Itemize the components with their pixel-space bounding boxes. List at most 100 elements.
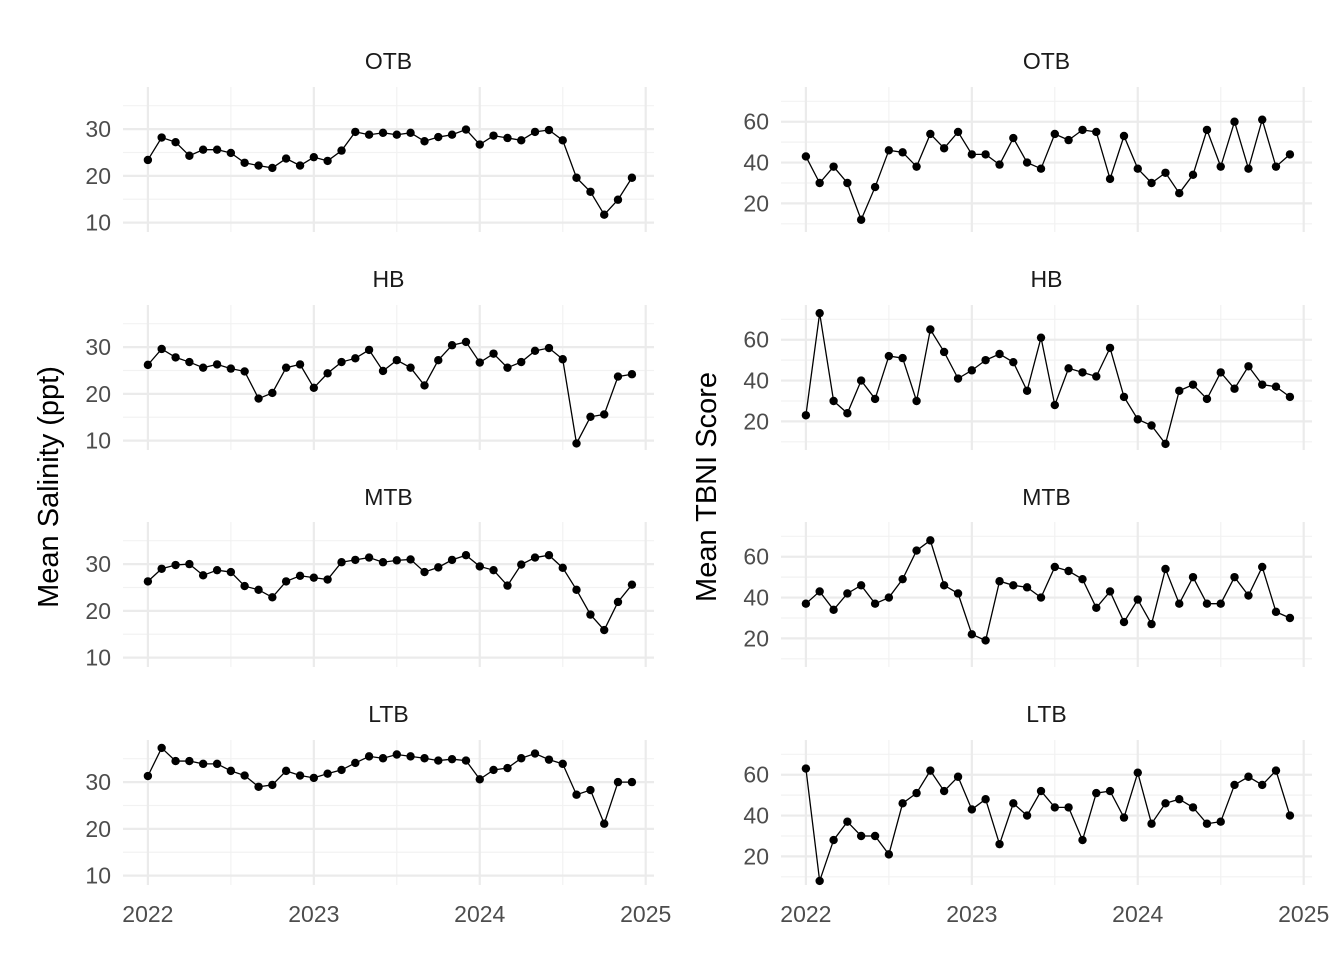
- data-point: [801, 152, 811, 161]
- data-point: [1188, 170, 1198, 180]
- data-point: [627, 580, 637, 589]
- data-point: [586, 785, 595, 795]
- data-point: [912, 162, 921, 171]
- y-tick-label: 20: [85, 163, 111, 189]
- data-point: [226, 766, 236, 776]
- data-point: [1064, 566, 1073, 576]
- data-point: [434, 563, 443, 572]
- data-point: [461, 337, 471, 347]
- data-point: [967, 150, 977, 159]
- data-point: [884, 351, 894, 361]
- data-point: [926, 129, 935, 139]
- data-point: [1092, 372, 1101, 381]
- data-point: [364, 553, 374, 562]
- data-point: [627, 370, 637, 379]
- data-point: [295, 771, 305, 780]
- data-point: [143, 155, 153, 165]
- data-point: [489, 765, 498, 775]
- data-point: [627, 777, 637, 787]
- data-point: [600, 625, 609, 635]
- data-point: [898, 353, 907, 363]
- data-point: [420, 567, 429, 577]
- data-point: [157, 344, 166, 354]
- facet-panel-salinity-ltb: 10 20 30 LTB: [85, 701, 654, 889]
- facet-panels: 10 20 30 OTB 10 20 30 HB 10 20 30 MTB 10 20 30 LTB 2022 2…: [85, 48, 1329, 927]
- data-point: [613, 777, 623, 787]
- data-point: [1022, 158, 1032, 167]
- data-point: [1105, 174, 1115, 184]
- data-point: [434, 132, 443, 142]
- data-point: [815, 308, 824, 318]
- data-point: [884, 146, 894, 155]
- data-point: [475, 140, 484, 149]
- data-point: [926, 536, 935, 545]
- data-point: [1258, 780, 1267, 790]
- data-point: [185, 756, 194, 766]
- data-point: [489, 131, 498, 140]
- data-point: [1036, 164, 1046, 173]
- data-point: [1285, 150, 1295, 159]
- data-point: [447, 754, 457, 764]
- data-point: [1022, 811, 1032, 820]
- data-point: [856, 581, 866, 590]
- data-point: [856, 831, 866, 841]
- data-point: [1092, 127, 1101, 137]
- data-point: [143, 577, 153, 586]
- data-point: [337, 558, 346, 567]
- data-point: [185, 559, 194, 569]
- data-point: [1009, 357, 1018, 367]
- y-tick-label: 20: [85, 381, 111, 407]
- data-point: [171, 137, 180, 147]
- data-point: [226, 567, 236, 577]
- data-point: [815, 587, 824, 596]
- data-point: [572, 585, 581, 595]
- data-point: [268, 388, 277, 398]
- facet-strip-label: HB: [373, 266, 405, 292]
- data-point: [558, 136, 567, 145]
- data-point: [378, 128, 388, 138]
- data-point: [981, 355, 990, 365]
- data-point: [586, 610, 595, 619]
- data-point: [157, 564, 166, 573]
- data-point: [406, 555, 415, 564]
- facet-strip-label: LTB: [368, 701, 408, 727]
- data-point: [517, 560, 526, 569]
- data-point: [475, 562, 484, 571]
- data-point: [1271, 162, 1281, 171]
- data-point: [1244, 772, 1253, 781]
- data-point: [898, 799, 907, 808]
- data-point: [281, 363, 291, 372]
- data-point: [240, 771, 249, 780]
- data-point: [1230, 384, 1239, 393]
- data-point: [912, 396, 921, 406]
- data-point: [1161, 168, 1170, 177]
- data-point: [967, 805, 977, 814]
- data-point: [1244, 591, 1253, 600]
- data-point: [171, 353, 180, 362]
- x-tick-label: 2022: [122, 901, 173, 927]
- data-point: [995, 160, 1004, 169]
- data-point: [898, 148, 907, 157]
- data-point: [1092, 603, 1101, 612]
- data-point: [1064, 135, 1073, 145]
- y-tick-label: 40: [743, 585, 769, 611]
- data-point: [337, 146, 346, 155]
- data-point: [447, 555, 457, 565]
- data-point: [1036, 786, 1046, 796]
- data-point: [1078, 368, 1087, 377]
- data-point: [558, 355, 567, 364]
- data-point: [1050, 400, 1060, 410]
- data-point: [143, 360, 153, 370]
- data-point: [1202, 125, 1212, 135]
- y-tick-label: 20: [743, 408, 769, 434]
- facet-strip-label: OTB: [1023, 48, 1070, 74]
- facet-panel-salinity-hb: 10 20 30 HB: [85, 266, 654, 454]
- data-point: [406, 363, 415, 372]
- data-point: [392, 750, 401, 759]
- data-point: [856, 215, 866, 224]
- data-point: [530, 127, 540, 137]
- y-tick-label: 40: [743, 368, 769, 394]
- data-point: [1133, 415, 1142, 424]
- data-point: [503, 763, 512, 773]
